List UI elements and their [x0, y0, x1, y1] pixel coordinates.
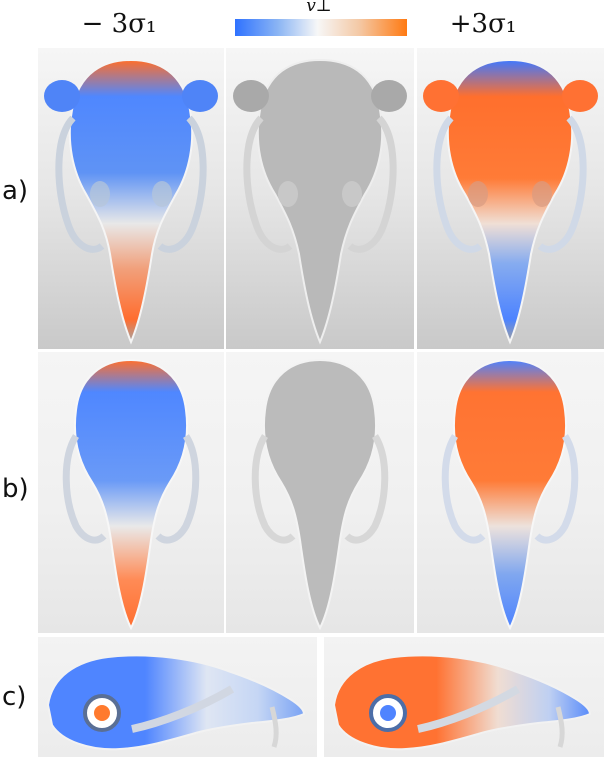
skull-c-plus: [332, 654, 592, 751]
panel-a-plus: [417, 48, 604, 349]
colorbar: [235, 19, 407, 36]
skull-b-mean: [251, 358, 389, 631]
panel-b-mean: [226, 352, 414, 633]
panel-b-minus: [38, 352, 224, 633]
skull-a-minus: [44, 58, 218, 345]
panel-b-plus: [417, 352, 604, 633]
panel-a-mean: [226, 48, 414, 349]
row-label-b: b): [2, 474, 29, 504]
panel-a-minus: [38, 48, 224, 349]
column-label-plus-3sigma: +3σ₁: [449, 9, 517, 39]
panel-c-minus: [38, 637, 317, 757]
skull-b-minus: [62, 358, 200, 631]
skull-c-minus: [46, 654, 306, 751]
column-label-minus-3sigma: − 3σ₁: [81, 9, 157, 39]
panel-c-plus: [324, 637, 604, 757]
row-label-a: a): [2, 176, 29, 206]
skull-a-mean: [233, 58, 407, 345]
skull-a-plus: [423, 58, 598, 345]
colorbar-label: v⊥: [306, 0, 332, 16]
row-label-c: c): [2, 682, 27, 712]
skull-b-plus: [441, 358, 579, 631]
